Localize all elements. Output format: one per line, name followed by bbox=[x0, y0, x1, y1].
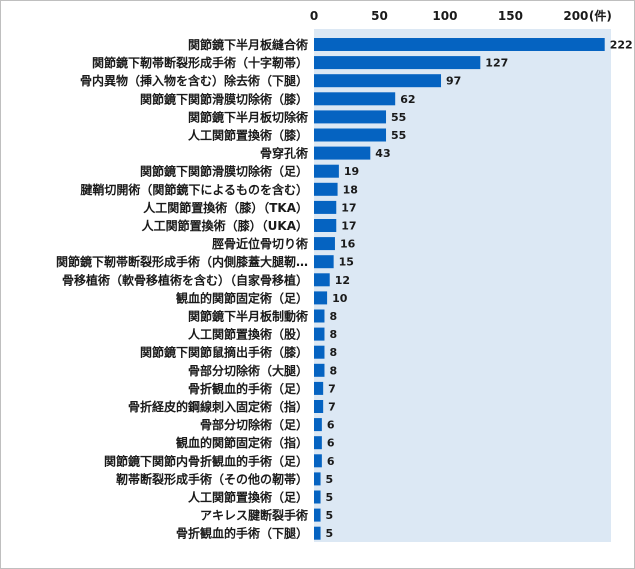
category-label: 人工関節置換術（膝） bbox=[188, 128, 308, 143]
category-label: 靭帯断裂形成手術（その他の靭帯） bbox=[116, 471, 308, 486]
category-label: 関節鏡下関節滑膜切除術（膝） bbox=[140, 91, 308, 106]
bar-value-label: 17 bbox=[341, 220, 356, 233]
bar-value-label: 6 bbox=[327, 437, 335, 450]
bar bbox=[314, 38, 605, 51]
bar bbox=[314, 363, 325, 377]
category-label: 骨部分切除術（大腿） bbox=[188, 363, 308, 378]
bar-value-label: 5 bbox=[326, 527, 334, 540]
bar-value-label: 97 bbox=[446, 75, 461, 88]
x-tick-label: 200 bbox=[563, 9, 588, 23]
bar bbox=[314, 327, 325, 341]
bar bbox=[314, 400, 324, 413]
category-label: 骨移植術（軟骨移植術を含む）（自家骨移植） bbox=[62, 272, 308, 287]
bar bbox=[314, 291, 328, 305]
bar bbox=[314, 74, 442, 88]
bar-value-label: 12 bbox=[335, 274, 350, 287]
bar bbox=[314, 381, 324, 395]
bar-value-label: 8 bbox=[329, 346, 337, 359]
category-label: 骨内異物（挿入物を含む）除去術（下腿） bbox=[80, 73, 308, 88]
bar-value-label: 127 bbox=[485, 57, 508, 70]
category-label: 関節鏡下半月板制動術 bbox=[188, 309, 308, 324]
category-label: 観血的関節固定術（足） bbox=[176, 290, 308, 305]
bar-value-label: 7 bbox=[328, 382, 336, 395]
bar-value-label: 222 bbox=[610, 39, 633, 52]
bar-value-label: 5 bbox=[326, 509, 334, 522]
bar bbox=[314, 164, 339, 178]
bar bbox=[314, 237, 335, 251]
data-labels: 2221279762555543191817171615121088887766… bbox=[326, 39, 633, 541]
category-label: 関節鏡下関節滑膜切除術（足） bbox=[140, 164, 308, 179]
bar bbox=[314, 146, 371, 160]
bar bbox=[314, 526, 321, 540]
bar-value-label: 8 bbox=[329, 310, 337, 323]
bar bbox=[314, 436, 322, 450]
bar-value-label: 62 bbox=[400, 93, 415, 106]
category-label: 人工関節置換術（膝）（TKA） bbox=[143, 200, 308, 215]
category-label: 骨部分切除術（足） bbox=[200, 417, 308, 432]
bar bbox=[314, 110, 387, 124]
bar bbox=[314, 490, 321, 504]
category-label: 骨折観血的手術（下腿） bbox=[176, 526, 308, 541]
category-label: 骨穿孔術 bbox=[260, 146, 308, 161]
category-label: 骨折観血的手術（足） bbox=[188, 381, 308, 396]
bar-value-label: 5 bbox=[326, 491, 334, 504]
category-label: 人工関節置換術（足） bbox=[188, 490, 308, 505]
x-tick-label: 150 bbox=[498, 9, 523, 23]
category-label: 人工関節置換術（膝）（UKA） bbox=[142, 218, 308, 233]
bar-value-label: 19 bbox=[344, 165, 359, 178]
bar-value-label: 7 bbox=[328, 401, 336, 414]
category-label: 観血的関節固定術（指） bbox=[176, 435, 308, 450]
bar bbox=[314, 418, 322, 432]
category-label: 関節鏡下関節内骨折観血的手術（足） bbox=[104, 453, 308, 468]
bar bbox=[314, 472, 321, 486]
bar bbox=[314, 273, 330, 287]
x-tick-label: 50 bbox=[371, 9, 388, 23]
x-tick-label: 100 bbox=[432, 9, 457, 23]
bar-value-label: 6 bbox=[327, 455, 335, 468]
x-tick-label: 0 bbox=[310, 9, 318, 23]
bar bbox=[314, 345, 325, 359]
bar-value-label: 15 bbox=[339, 256, 354, 269]
x-axis-ticks: 0 50 100 150 200 (件) bbox=[310, 8, 612, 23]
bar bbox=[314, 92, 396, 106]
x-axis-unit-label: (件) bbox=[589, 8, 612, 23]
bar bbox=[314, 219, 337, 232]
bar-value-label: 8 bbox=[329, 328, 337, 341]
bars bbox=[314, 38, 605, 540]
bar-value-label: 18 bbox=[343, 183, 358, 196]
category-label: 関節鏡下半月板切除術 bbox=[188, 109, 308, 124]
bar bbox=[314, 182, 338, 196]
category-label: 関節鏡下靭帯断裂形成手術（内側膝蓋大腿靭… bbox=[56, 254, 308, 269]
bar bbox=[314, 309, 325, 323]
bar-value-label: 17 bbox=[341, 201, 356, 214]
category-label: アキレス腱断裂手術 bbox=[200, 508, 308, 523]
bar-value-label: 8 bbox=[329, 364, 337, 377]
bar bbox=[314, 508, 321, 522]
bar-value-label: 6 bbox=[327, 419, 335, 432]
bar bbox=[314, 454, 322, 468]
category-label: 脛骨近位骨切り術 bbox=[212, 236, 308, 251]
bar-value-label: 55 bbox=[391, 129, 406, 142]
bar-value-label: 5 bbox=[326, 473, 334, 486]
category-label: 人工関節置換術（股） bbox=[188, 327, 308, 342]
category-label: 関節鏡下靭帯断裂形成手術（十字靭帯） bbox=[92, 55, 308, 70]
bar-value-label: 43 bbox=[375, 147, 390, 160]
bar-value-label: 55 bbox=[391, 111, 406, 124]
plot-area bbox=[314, 29, 611, 542]
bar bbox=[314, 56, 481, 70]
category-label: 骨折経皮的鋼線刺入固定術（指） bbox=[128, 399, 308, 414]
category-label: 関節鏡下関節鼠摘出手術（膝） bbox=[140, 345, 308, 360]
bar-value-label: 10 bbox=[332, 292, 348, 305]
bar bbox=[314, 200, 337, 214]
bar bbox=[314, 128, 387, 142]
bar-value-label: 16 bbox=[340, 238, 356, 251]
bar bbox=[314, 255, 334, 269]
category-label: 関節鏡下半月板縫合術 bbox=[188, 37, 308, 52]
category-label: 腱鞘切開術（関節鏡下によるものを含む） bbox=[80, 182, 308, 197]
